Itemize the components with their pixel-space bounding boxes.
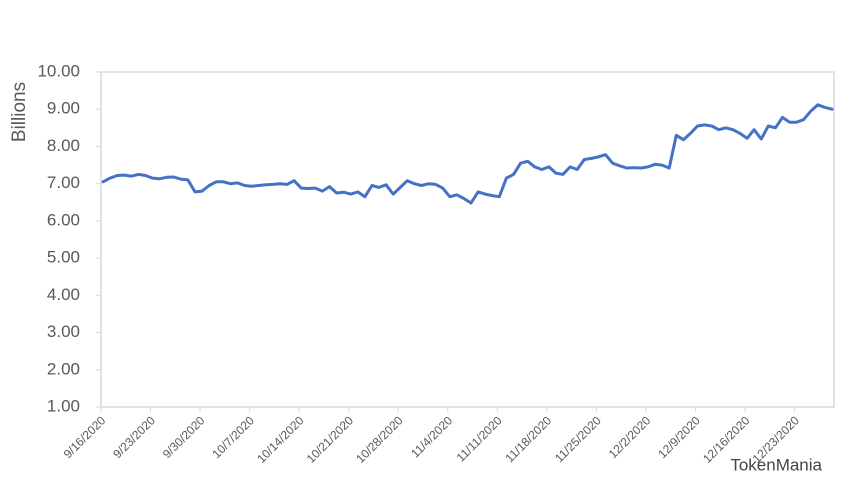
- y-tick-label: 3.00: [47, 322, 80, 341]
- x-tick-label: 10/7/2020: [209, 413, 257, 461]
- x-tick-label: 10/28/2020: [353, 413, 406, 466]
- y-tick-label: 9.00: [47, 99, 80, 118]
- watermark: TokenMania: [730, 455, 822, 474]
- x-tick-label: 11/4/2020: [408, 413, 455, 460]
- y-tick-label: 4.00: [47, 285, 80, 304]
- y-axis-label: Billions: [9, 82, 30, 142]
- y-tick-label: 5.00: [47, 248, 80, 267]
- x-tick-label: 12/2/2020: [606, 413, 654, 461]
- x-tick-label: 10/14/2020: [254, 413, 307, 466]
- x-tick-label: 9/23/2020: [110, 413, 158, 461]
- x-tick-label: 11/11/2020: [454, 413, 505, 464]
- plot-frame: [100, 71, 835, 408]
- y-tick-label: 6.00: [47, 210, 80, 229]
- x-tick-label: 9/16/2020: [61, 413, 109, 461]
- y-tick-label: 10.00: [37, 61, 80, 80]
- x-tick-label: 10/21/2020: [304, 413, 357, 466]
- y-tick-label: 2.00: [47, 359, 80, 378]
- x-tick-label: 12/9/2020: [655, 413, 703, 461]
- y-tick-label: 1.00: [47, 396, 80, 415]
- y-tick-label: 8.00: [47, 136, 80, 155]
- x-tick-label: 9/30/2020: [160, 413, 208, 461]
- data-line: [101, 103, 834, 205]
- y-tick-label: 7.00: [47, 173, 80, 192]
- x-tick-label: 11/18/2020: [503, 413, 555, 465]
- x-tick-label: 11/25/2020: [552, 413, 604, 465]
